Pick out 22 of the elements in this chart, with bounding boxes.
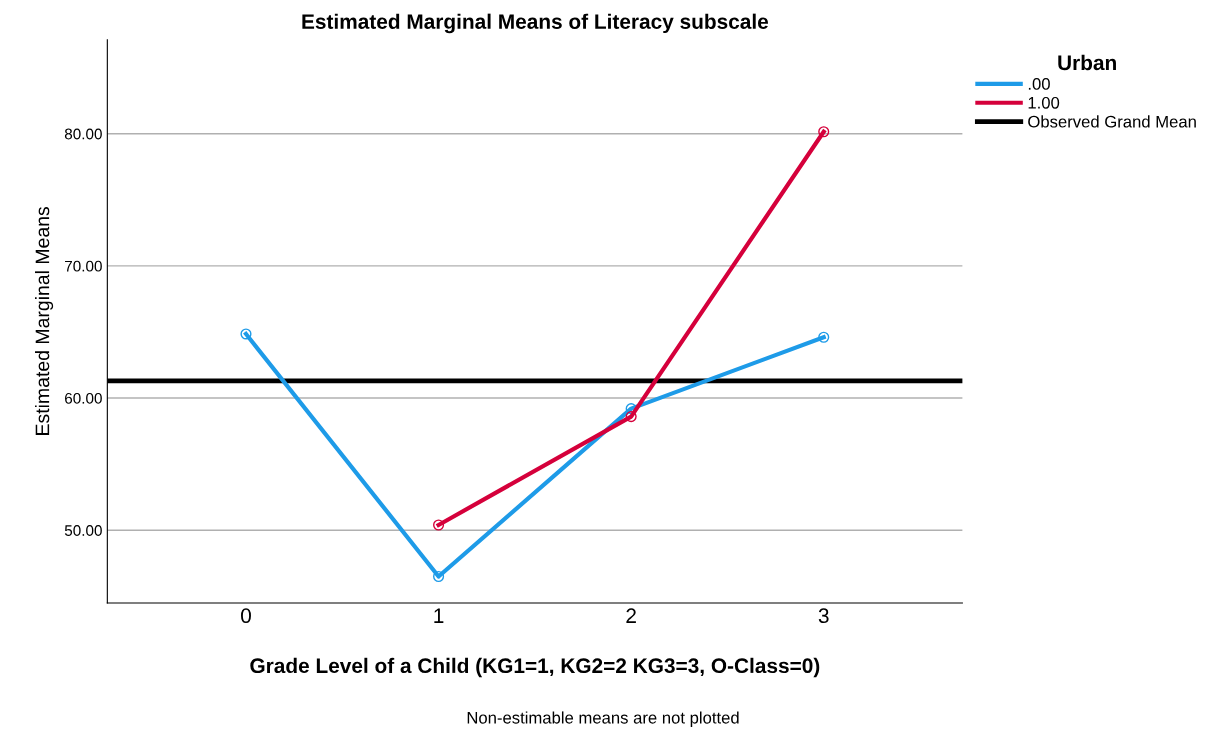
x-tick-label: 0 [241,608,251,624]
point [818,331,830,343]
legend-label: Observed Grand Mean [1028,115,1196,128]
point [818,126,830,138]
legend-label: .00 [1028,78,1050,90]
x-tick-label: 1 [434,608,444,623]
legend-label: 1.00 [1028,96,1060,109]
y-tick-label: 60.00 [65,392,102,404]
point [433,519,445,531]
text: Non-estimable means are not plotted [467,711,739,727]
y-tick-label: 80.00 [64,128,102,140]
y-axis-title: Estimated Marginal Means [35,207,54,435]
point [625,411,637,423]
point [240,328,252,340]
y-tick-label: 50.00 [64,525,102,536]
x-axis-title: Grade Level of a Child (KG1=1, KG2=2 KG3=3, O-Class=0) [250,657,820,678]
chart-title: Estimated Marginal Means of Literacy subscale [302,13,769,34]
y-tick-label: 70.00 [65,260,102,272]
point [433,570,445,583]
x-tick-label: 2 [626,608,636,623]
x-tick-label: 3 [818,608,829,624]
legend-title: Urban [1058,54,1116,71]
